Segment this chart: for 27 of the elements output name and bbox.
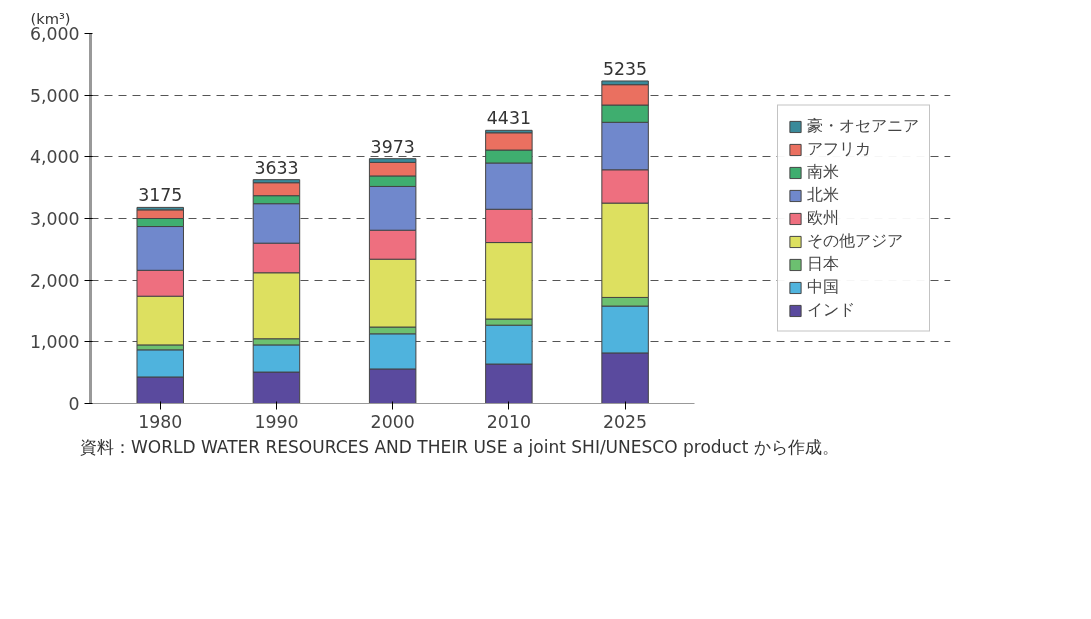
y-tick-label: 4,000 bbox=[29, 147, 80, 168]
y-tick-label: 3,000 bbox=[29, 209, 80, 229]
legend-label: アフリカ bbox=[807, 138, 871, 160]
legend-label: インド bbox=[807, 299, 855, 321]
legend-label: 北米 bbox=[807, 184, 839, 206]
legend-label: 欧州 bbox=[807, 207, 839, 229]
legend-label: その他アジア bbox=[807, 230, 903, 252]
x-tick-label: 2025 bbox=[603, 411, 648, 432]
y-tick-label: 2,000 bbox=[29, 270, 80, 291]
total-label: 5235 bbox=[603, 58, 648, 79]
x-tick-label: 1980 bbox=[138, 411, 183, 432]
x-tick-label: 2000 bbox=[370, 411, 415, 432]
total-label: 3633 bbox=[254, 157, 299, 178]
legend-label: 日本 bbox=[807, 253, 839, 275]
total-label: 3175 bbox=[138, 185, 183, 206]
y-tick-label: 1,000 bbox=[29, 332, 80, 353]
text: 資料：WORLD WATER RESOURCES AND THEIR USE a joint SHI/UNESCO product から作成。 bbox=[80, 436, 839, 459]
total-label: 4431 bbox=[486, 108, 531, 129]
legend-label: 南米 bbox=[807, 161, 839, 183]
y-tick-label: 0 bbox=[68, 394, 80, 414]
legend-label: 中国 bbox=[807, 276, 839, 298]
x-tick-label: 1990 bbox=[254, 411, 299, 432]
legend-label: 豪・オセアニア bbox=[807, 115, 919, 137]
total-label: 3973 bbox=[370, 136, 415, 157]
x-tick-label: 2010 bbox=[486, 411, 531, 432]
y-tick-label: 5,000 bbox=[29, 85, 80, 106]
y-axis-title: (km³) bbox=[30, 9, 71, 27]
